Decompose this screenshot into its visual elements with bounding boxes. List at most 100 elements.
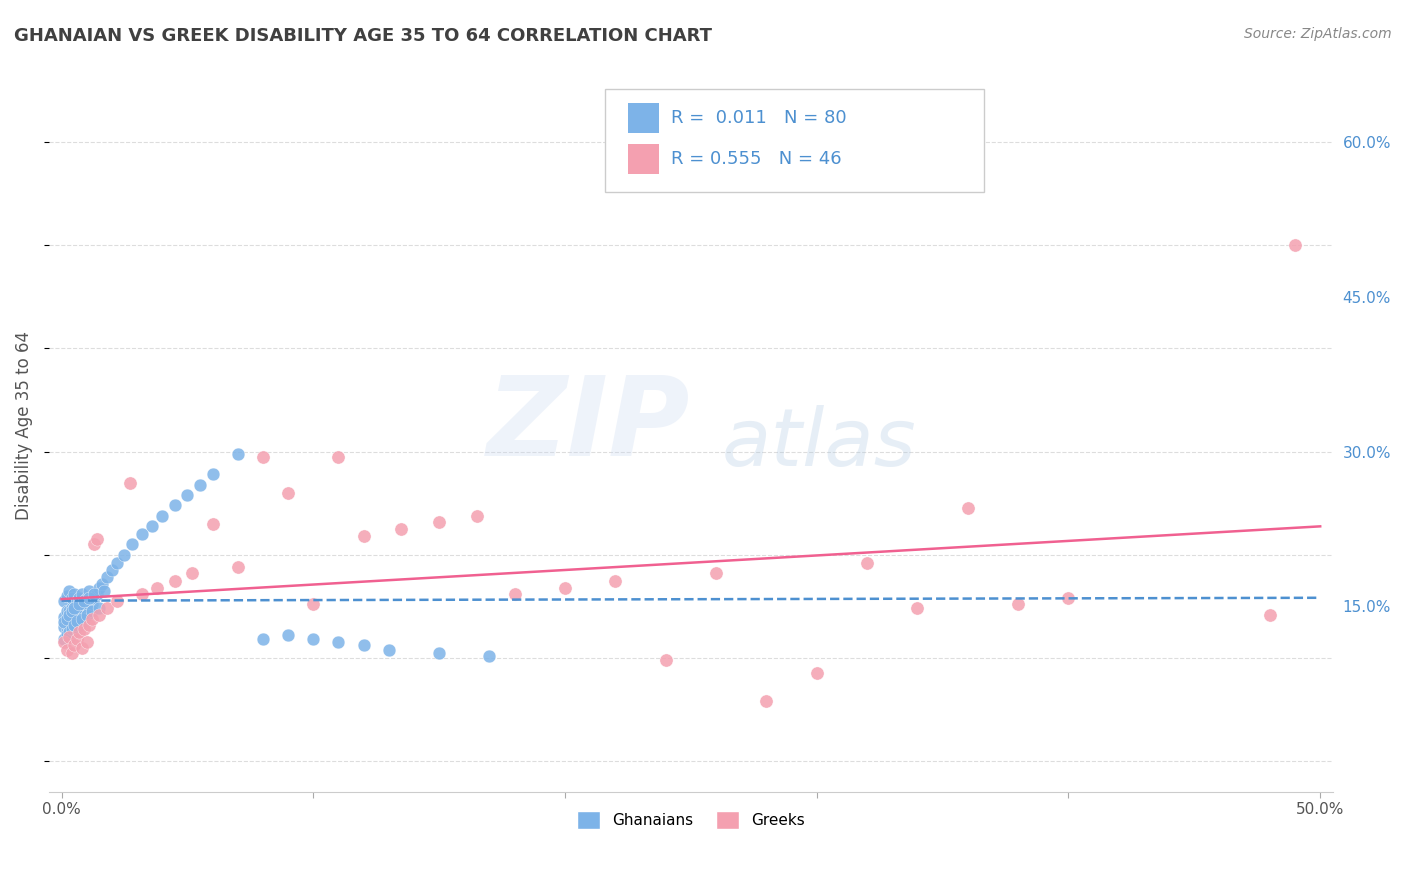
Point xyxy=(465,508,488,523)
Point xyxy=(53,615,76,629)
Point xyxy=(60,604,83,618)
Point xyxy=(86,533,108,547)
Point xyxy=(353,529,375,543)
Point xyxy=(188,477,211,491)
Text: R =  0.011   N = 80: R = 0.011 N = 80 xyxy=(671,109,846,127)
Point xyxy=(66,607,89,622)
Point xyxy=(63,601,86,615)
Point xyxy=(76,607,98,622)
Point xyxy=(73,597,96,611)
Point xyxy=(67,591,90,605)
Point xyxy=(60,601,83,615)
Point xyxy=(66,632,89,647)
Point xyxy=(66,614,89,628)
Point xyxy=(704,566,727,581)
Point xyxy=(146,581,169,595)
Point xyxy=(328,450,350,464)
Point xyxy=(77,618,100,632)
Point xyxy=(80,612,103,626)
Point xyxy=(70,587,93,601)
Point xyxy=(90,576,112,591)
Point xyxy=(277,628,299,642)
Point xyxy=(70,612,93,626)
Point xyxy=(89,601,111,615)
Point xyxy=(105,556,128,570)
Point xyxy=(226,447,249,461)
Point xyxy=(58,607,80,622)
Point xyxy=(427,646,450,660)
Point xyxy=(53,635,76,649)
Point xyxy=(163,498,186,512)
Point xyxy=(77,591,100,605)
Point xyxy=(55,589,77,603)
Point xyxy=(201,516,224,531)
Point xyxy=(63,639,86,653)
Point xyxy=(389,522,412,536)
Point xyxy=(302,632,325,647)
Point xyxy=(58,620,80,634)
Point xyxy=(70,640,93,655)
Point xyxy=(66,594,89,608)
Legend: Ghanaians, Greeks: Ghanaians, Greeks xyxy=(571,805,811,836)
Point xyxy=(80,604,103,618)
Point xyxy=(150,508,173,523)
Point xyxy=(53,594,76,608)
Point xyxy=(55,628,77,642)
Point xyxy=(70,601,93,615)
Y-axis label: Disability Age 35 to 64: Disability Age 35 to 64 xyxy=(15,331,32,520)
Point xyxy=(806,666,828,681)
Point xyxy=(755,694,778,708)
Point xyxy=(96,601,118,615)
Point xyxy=(1057,591,1080,605)
Point xyxy=(353,639,375,653)
Point xyxy=(956,501,979,516)
Point xyxy=(67,625,90,640)
Point xyxy=(58,604,80,618)
Point xyxy=(58,630,80,644)
Point xyxy=(83,587,105,601)
Text: GHANAIAN VS GREEK DISABILITY AGE 35 TO 64 CORRELATION CHART: GHANAIAN VS GREEK DISABILITY AGE 35 TO 6… xyxy=(14,27,711,45)
Point xyxy=(83,537,105,551)
Point xyxy=(131,587,153,601)
Point xyxy=(60,612,83,626)
Point xyxy=(58,625,80,640)
Point xyxy=(1007,597,1029,611)
Point xyxy=(378,642,401,657)
Point xyxy=(53,620,76,634)
Point xyxy=(58,630,80,644)
Point xyxy=(226,560,249,574)
Point xyxy=(105,594,128,608)
Text: ZIP: ZIP xyxy=(486,372,690,479)
Point xyxy=(181,566,204,581)
Text: R = 0.555   N = 46: R = 0.555 N = 46 xyxy=(671,150,841,168)
Point xyxy=(63,601,86,615)
Point xyxy=(163,574,186,588)
Point xyxy=(121,537,143,551)
Point xyxy=(114,548,136,562)
Point xyxy=(96,570,118,584)
Point xyxy=(63,587,86,601)
Point xyxy=(60,622,83,636)
Point xyxy=(60,591,83,605)
Point xyxy=(76,635,98,649)
Point xyxy=(77,583,100,598)
Text: Source: ZipAtlas.com: Source: ZipAtlas.com xyxy=(1244,27,1392,41)
Point xyxy=(80,597,103,611)
Point xyxy=(101,563,124,577)
Point xyxy=(654,653,676,667)
Point xyxy=(201,467,224,482)
Point xyxy=(63,625,86,640)
Point xyxy=(478,648,501,663)
Point xyxy=(66,620,89,634)
Point xyxy=(252,632,274,647)
Point xyxy=(1258,607,1281,622)
Point xyxy=(554,581,576,595)
Point xyxy=(141,519,163,533)
Point xyxy=(73,612,96,626)
Point xyxy=(55,615,77,629)
Point xyxy=(118,475,141,490)
Point xyxy=(67,606,90,620)
Point xyxy=(89,607,111,622)
Point xyxy=(76,591,98,605)
Point xyxy=(856,556,879,570)
